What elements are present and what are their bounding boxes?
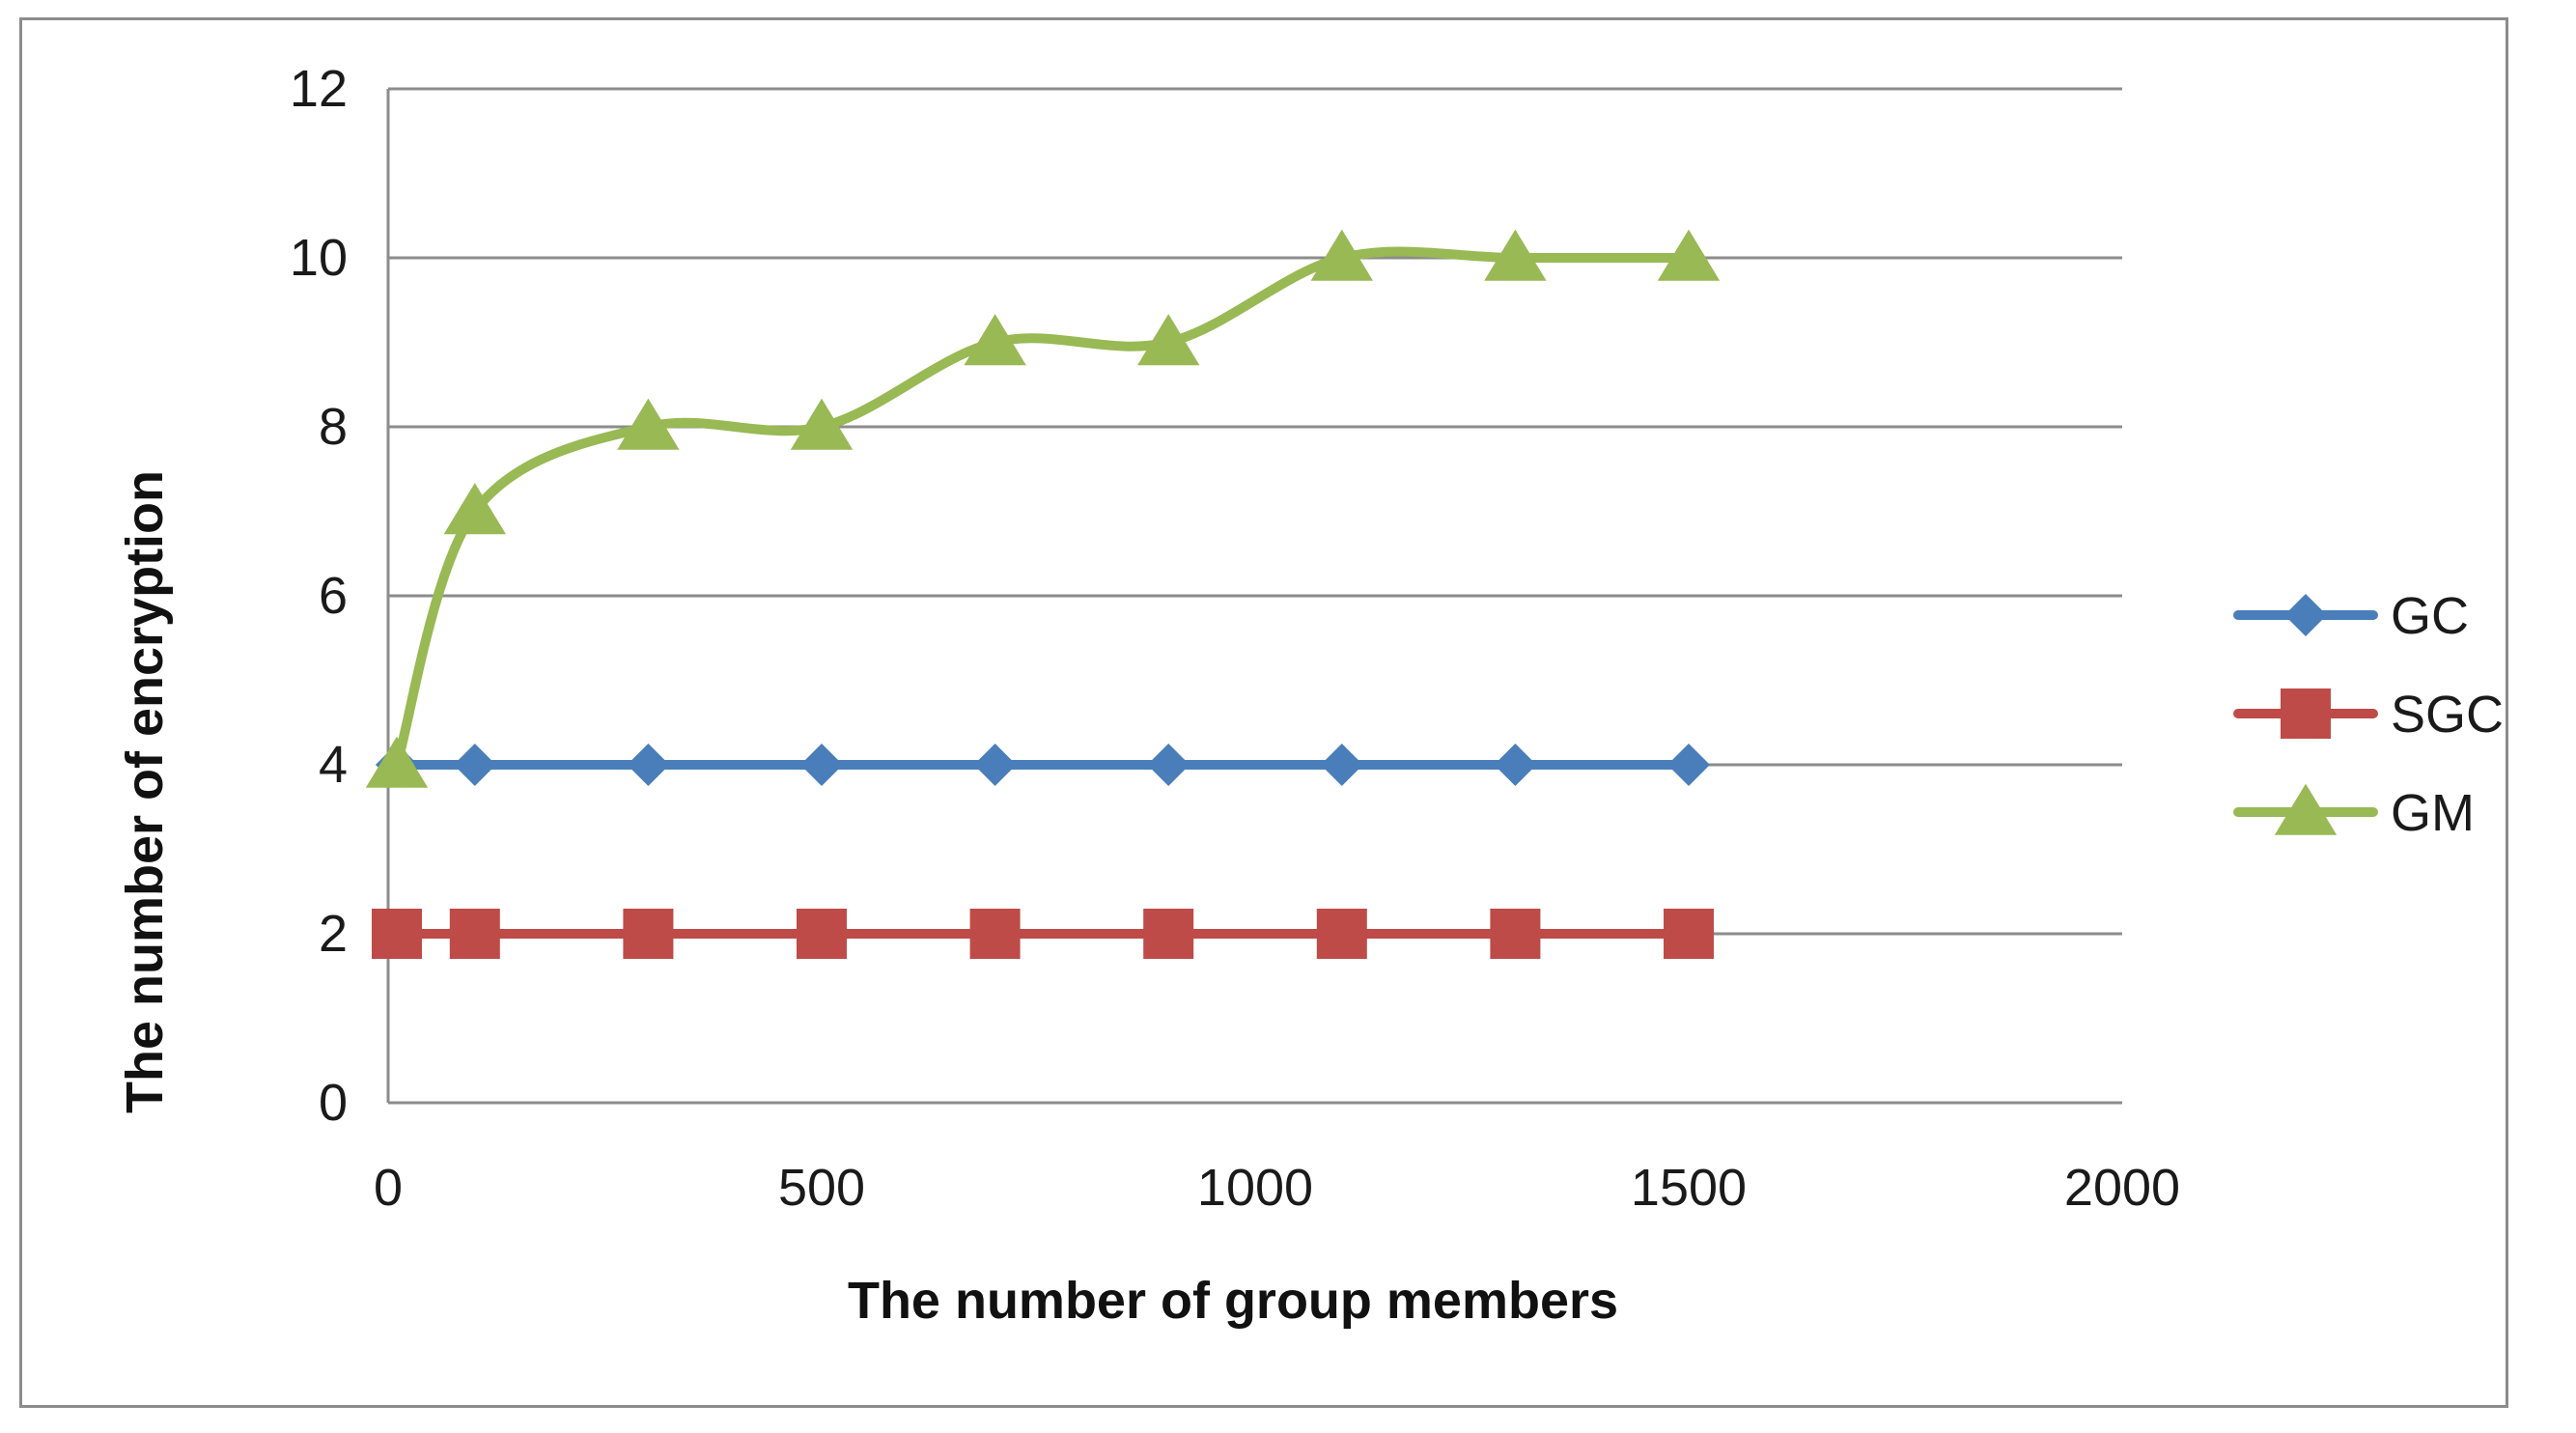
legend-label-gc: GC [2391, 587, 2469, 645]
y-tick-label-2: 2 [319, 905, 348, 963]
marker-gm-300 [617, 398, 680, 450]
legend-marker-gc [2284, 594, 2327, 636]
y-tick-label-10: 10 [290, 229, 348, 287]
legend-marker-sgc [2281, 688, 2331, 739]
legend-marker-gm [2274, 783, 2338, 835]
series-markers [365, 229, 1721, 959]
legend-item-gc: GC [2233, 587, 2469, 645]
marker-gc-700 [973, 744, 1017, 786]
marker-sgc-900 [1143, 909, 1194, 959]
y-axis-title: The number of encryption [116, 470, 174, 1113]
marker-sgc-10 [371, 909, 422, 959]
marker-gc-100 [453, 744, 496, 786]
legend: GC SGC GM [2233, 587, 2504, 842]
marker-sgc-1500 [1664, 909, 1714, 959]
x-tick-label-0: 0 [374, 1159, 403, 1217]
x-tick-labels: 0 500 1000 1500 2000 [374, 1159, 2180, 1217]
marker-gm-1100 [1310, 229, 1373, 281]
x-tick-label-1000: 1000 [1197, 1159, 1313, 1217]
legend-label-sgc: SGC [2391, 686, 2504, 744]
series-lines [391, 246, 1694, 939]
marker-gc-500 [800, 744, 843, 786]
y-tick-labels: 0 2 4 6 8 10 12 [290, 60, 348, 1132]
gridlines [388, 87, 2122, 936]
legend-label-gm: GM [2391, 784, 2475, 842]
marker-gc-900 [1147, 744, 1190, 786]
legend-item-gm: GM [2233, 783, 2475, 842]
y-tick-label-8: 8 [319, 398, 348, 456]
marker-sgc-1100 [1316, 909, 1367, 959]
x-tick-label-500: 500 [778, 1159, 865, 1217]
marker-gm-1500 [1657, 229, 1721, 281]
legend-item-sgc: SGC [2233, 686, 2504, 744]
marker-gm-700 [964, 314, 1026, 366]
y-tick-label-12: 12 [290, 60, 348, 118]
marker-sgc-1300 [1490, 909, 1541, 959]
marker-gc-1500 [1667, 744, 1710, 786]
marker-sgc-700 [969, 909, 1021, 959]
marker-gc-300 [627, 744, 670, 786]
marker-sgc-300 [623, 909, 674, 959]
y-tick-label-6: 6 [319, 567, 348, 625]
chart-frame [19, 17, 2508, 1408]
x-axis-title: The number of group members [848, 1272, 1618, 1330]
marker-gm-900 [1137, 314, 1200, 366]
marker-sgc-100 [449, 909, 500, 959]
marker-gc-1300 [1494, 744, 1537, 786]
marker-gm-1300 [1484, 229, 1547, 281]
marker-sgc-500 [797, 909, 847, 959]
y-tick-label-4: 4 [319, 736, 348, 794]
marker-gm-10 [365, 736, 429, 788]
x-tick-label-1500: 1500 [1631, 1159, 1747, 1217]
x-tick-label-2000: 2000 [2064, 1159, 2180, 1217]
marker-gm-100 [443, 483, 506, 535]
marker-gc-1100 [1320, 744, 1363, 786]
y-tick-label-0: 0 [319, 1074, 348, 1132]
series-line-gm [391, 246, 1694, 770]
marker-gm-500 [790, 398, 854, 450]
